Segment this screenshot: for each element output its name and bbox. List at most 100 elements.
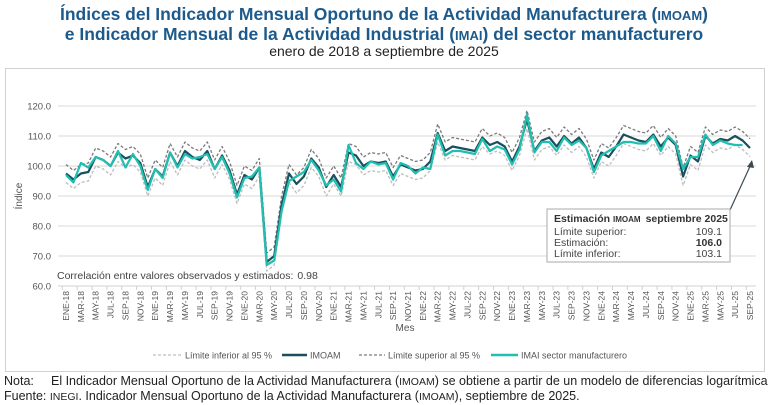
correlation-value: 0.98 bbox=[297, 270, 318, 282]
y-tick-label: 110.0 bbox=[28, 132, 51, 143]
x-tick-label: SEP-21 bbox=[388, 291, 398, 321]
legend-label-imai: IMAI sector manufacturero bbox=[521, 351, 627, 361]
x-tick-label: NOV-20 bbox=[314, 291, 324, 322]
note-abbr: IMOAM bbox=[399, 376, 435, 388]
estimate-box bbox=[546, 208, 731, 263]
box-row-label: Límite superior: bbox=[554, 226, 626, 238]
legend-label-lower: Límite inferior al 95 % bbox=[185, 351, 272, 361]
x-tick-label: ENE-22 bbox=[418, 291, 428, 321]
x-tick-label: ENE-18 bbox=[61, 291, 71, 321]
box-title-text: septiembre 2025 bbox=[646, 213, 728, 225]
x-tick-label: NOV-18 bbox=[135, 291, 145, 322]
source-abbr: INEGI bbox=[49, 391, 79, 403]
legend-label-upper: Límite superior al 95 % bbox=[388, 351, 480, 361]
source-label: Fuente: bbox=[4, 389, 47, 403]
chart-title-line-2: e Indicador Mensual de la Actividad Indu… bbox=[0, 24, 768, 46]
y-tick-label: 80.0 bbox=[33, 222, 52, 233]
x-tick-label: JUL-25 bbox=[730, 291, 740, 319]
x-tick-label: ENE-20 bbox=[239, 291, 249, 321]
x-tick-label: MAY-24 bbox=[626, 291, 636, 321]
title-abbr: IMAI bbox=[455, 28, 483, 43]
x-tick-label: SEP-25 bbox=[745, 291, 755, 321]
x-tick-label: ENE-19 bbox=[150, 291, 160, 321]
box-title-abbr: IMOAM bbox=[613, 215, 641, 224]
x-tick-label: MAY-18 bbox=[91, 291, 101, 321]
y-tick-label: 60.0 bbox=[33, 282, 52, 293]
x-tick-label: JUL-22 bbox=[462, 291, 472, 319]
x-tick-label: JUL-20 bbox=[284, 291, 294, 319]
x-tick-label: MAY-23 bbox=[537, 291, 547, 321]
x-tick-label: SEP-23 bbox=[567, 291, 577, 321]
y-tick-label: 100.0 bbox=[27, 162, 51, 173]
correlation-label: Correlación entre valores observados y e… bbox=[57, 270, 293, 282]
x-tick-label: MAR-20 bbox=[254, 291, 264, 322]
source-text: ), septiembre de 2025. bbox=[454, 389, 580, 403]
x-tick-label: JUL-23 bbox=[552, 291, 562, 319]
series-lines bbox=[65, 109, 751, 272]
x-tick-label: NOV-22 bbox=[492, 291, 502, 322]
box-title-text: Estimación bbox=[554, 213, 610, 225]
x-tick-label: MAR-21 bbox=[344, 291, 354, 322]
title-text: ) del sector manufacturero bbox=[482, 24, 704, 44]
callout-arrow bbox=[729, 161, 753, 211]
box-row-value: 109.1 bbox=[696, 226, 722, 238]
box-row-label: Límite inferior: bbox=[554, 248, 621, 260]
title-text: e Indicador Mensual de la Actividad Indu… bbox=[64, 24, 456, 44]
chart-title-line-1: Índices del Indicador Mensual Oportuno d… bbox=[0, 4, 768, 26]
x-tick-label: MAY-20 bbox=[269, 291, 279, 321]
title-text: Índices del Indicador Mensual Oportuno d… bbox=[60, 4, 658, 24]
x-tick-label: ENE-24 bbox=[596, 291, 606, 321]
chart-subtitle: enero de 2018 a septiembre de 2025 bbox=[269, 43, 499, 59]
estimate-callout: Estimación IMOAM septiembre 2025 Límite su… bbox=[546, 160, 754, 263]
source: Fuente: INEGI. Indicador Mensual Oportun… bbox=[4, 389, 580, 403]
x-tick-label: JUL-24 bbox=[641, 291, 651, 319]
x-tick-label: JUL-21 bbox=[373, 291, 383, 319]
series-line-imai bbox=[65, 113, 743, 267]
y-axis: 60.0 70.0 80.0 90.0 100.0 110.0 120.0 bbox=[27, 102, 51, 293]
correlation-annotation: Correlación entre valores observados y e… bbox=[57, 270, 318, 282]
x-tick-label: ENE-21 bbox=[329, 291, 339, 321]
note-label: Nota: bbox=[4, 374, 34, 388]
x-tick-label: SEP-22 bbox=[477, 291, 487, 321]
x-tick-label: SEP-19 bbox=[210, 291, 220, 321]
x-tick-label: NOV-21 bbox=[403, 291, 413, 322]
x-tick-label: MAR-22 bbox=[433, 291, 443, 322]
y-tick-label: 90.0 bbox=[33, 192, 52, 203]
x-tick-label: JUL-18 bbox=[106, 291, 116, 319]
legend: Límite inferior al 95 % IMOAM Límite sup… bbox=[153, 351, 627, 361]
x-tick-label: NOV-23 bbox=[581, 291, 591, 322]
x-tick-label: SEP-18 bbox=[120, 291, 130, 321]
x-tick-label: MAR-24 bbox=[611, 291, 621, 322]
arrow-head-icon bbox=[747, 160, 754, 168]
note-text: El Indicador Mensual Oportuno de la Acti… bbox=[51, 374, 400, 388]
x-tick-label: MAY-25 bbox=[715, 291, 725, 321]
title-abbr: IMOAM bbox=[657, 8, 703, 23]
box-row-value: 106.0 bbox=[696, 237, 722, 249]
note-text: ) se obtiene a partir de un modelo de di… bbox=[434, 374, 768, 388]
x-tick-label: NOV-24 bbox=[671, 291, 681, 322]
box-row-label: Estimación: bbox=[554, 237, 608, 249]
y-axis-label: Índice bbox=[12, 182, 25, 209]
x-tick-label: MAY-22 bbox=[448, 291, 458, 321]
x-axis: ENE-18 MAR-18 MAY-18 JUL-18 SEP-18 NOV-18 ENE-… bbox=[58, 285, 756, 322]
chart-frame bbox=[5, 68, 765, 372]
box-row-value: 103.1 bbox=[696, 248, 722, 260]
x-tick-label: MAR-19 bbox=[165, 291, 175, 322]
x-tick-label: MAY-19 bbox=[180, 291, 190, 321]
estimate-box-title: Estimación IMOAM septiembre 2025 bbox=[554, 213, 728, 225]
x-tick-label: MAR-18 bbox=[76, 291, 86, 322]
source-text: . Indicador Mensual Oportuno de la Activ… bbox=[78, 389, 419, 403]
x-tick-label: ENE-23 bbox=[507, 291, 517, 321]
x-tick-label: NOV-19 bbox=[225, 291, 235, 322]
x-tick-label: SEP-20 bbox=[299, 291, 309, 321]
note: Nota: El Indicador Mensual Oportuno de la… bbox=[4, 374, 768, 388]
legend-label-imoam: IMOAM bbox=[310, 351, 341, 361]
x-tick-label: JUL-19 bbox=[195, 291, 205, 319]
source-abbr: IMOAM bbox=[418, 391, 455, 403]
x-tick-label: ENE-25 bbox=[686, 291, 696, 321]
x-tick-label: MAR-25 bbox=[700, 291, 710, 322]
x-tick-label: SEP-24 bbox=[656, 291, 666, 321]
y-tick-label: 70.0 bbox=[33, 252, 52, 263]
x-tick-label: MAY-21 bbox=[358, 291, 368, 321]
